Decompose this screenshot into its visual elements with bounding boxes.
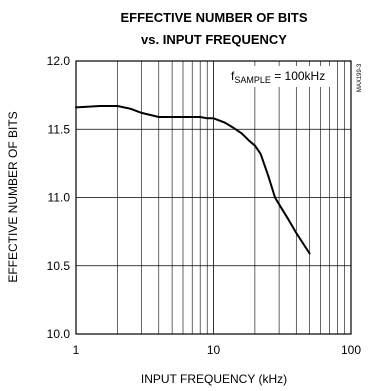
- annotation-value: = 100kHz: [271, 69, 325, 83]
- annotation-subscript: SAMPLE: [234, 75, 271, 85]
- x-tick-label: 1: [73, 343, 80, 357]
- sample-rate-annotation: fSAMPLE = 100kHz: [231, 69, 325, 85]
- x-tick-labels: 1 10 100: [73, 343, 362, 357]
- x-tick-label: 100: [341, 343, 361, 357]
- x-axis-label: INPUT FREQUENCY (kHz): [141, 372, 287, 386]
- y-tick-labels: 12.0 11.5 11.0 10.5 10.0: [47, 54, 71, 341]
- chart-title-line-2: vs. INPUT FREQUENCY: [141, 32, 287, 47]
- y-axis-label: EFFECTIVE NUMBER OF BITS: [6, 111, 20, 282]
- y-tick-label: 11.0: [48, 191, 71, 205]
- y-tick-label: 11.5: [48, 122, 71, 136]
- plot-frame: [75, 60, 352, 335]
- annotation-background: [227, 66, 337, 87]
- grid: [76, 61, 351, 334]
- chart-title-line-1: EFFECTIVE NUMBER OF BITS: [120, 10, 307, 25]
- y-tick-label: 10.5: [47, 259, 71, 273]
- series: [75, 105, 311, 255]
- x-tick-label: 10: [207, 343, 221, 357]
- y-tick-label: 10.0: [47, 327, 71, 341]
- figure-code: MAX199-3: [357, 63, 363, 92]
- annotation-f: f: [231, 69, 235, 83]
- y-tick-label: 12.0: [47, 54, 71, 68]
- series-line: [75, 105, 311, 255]
